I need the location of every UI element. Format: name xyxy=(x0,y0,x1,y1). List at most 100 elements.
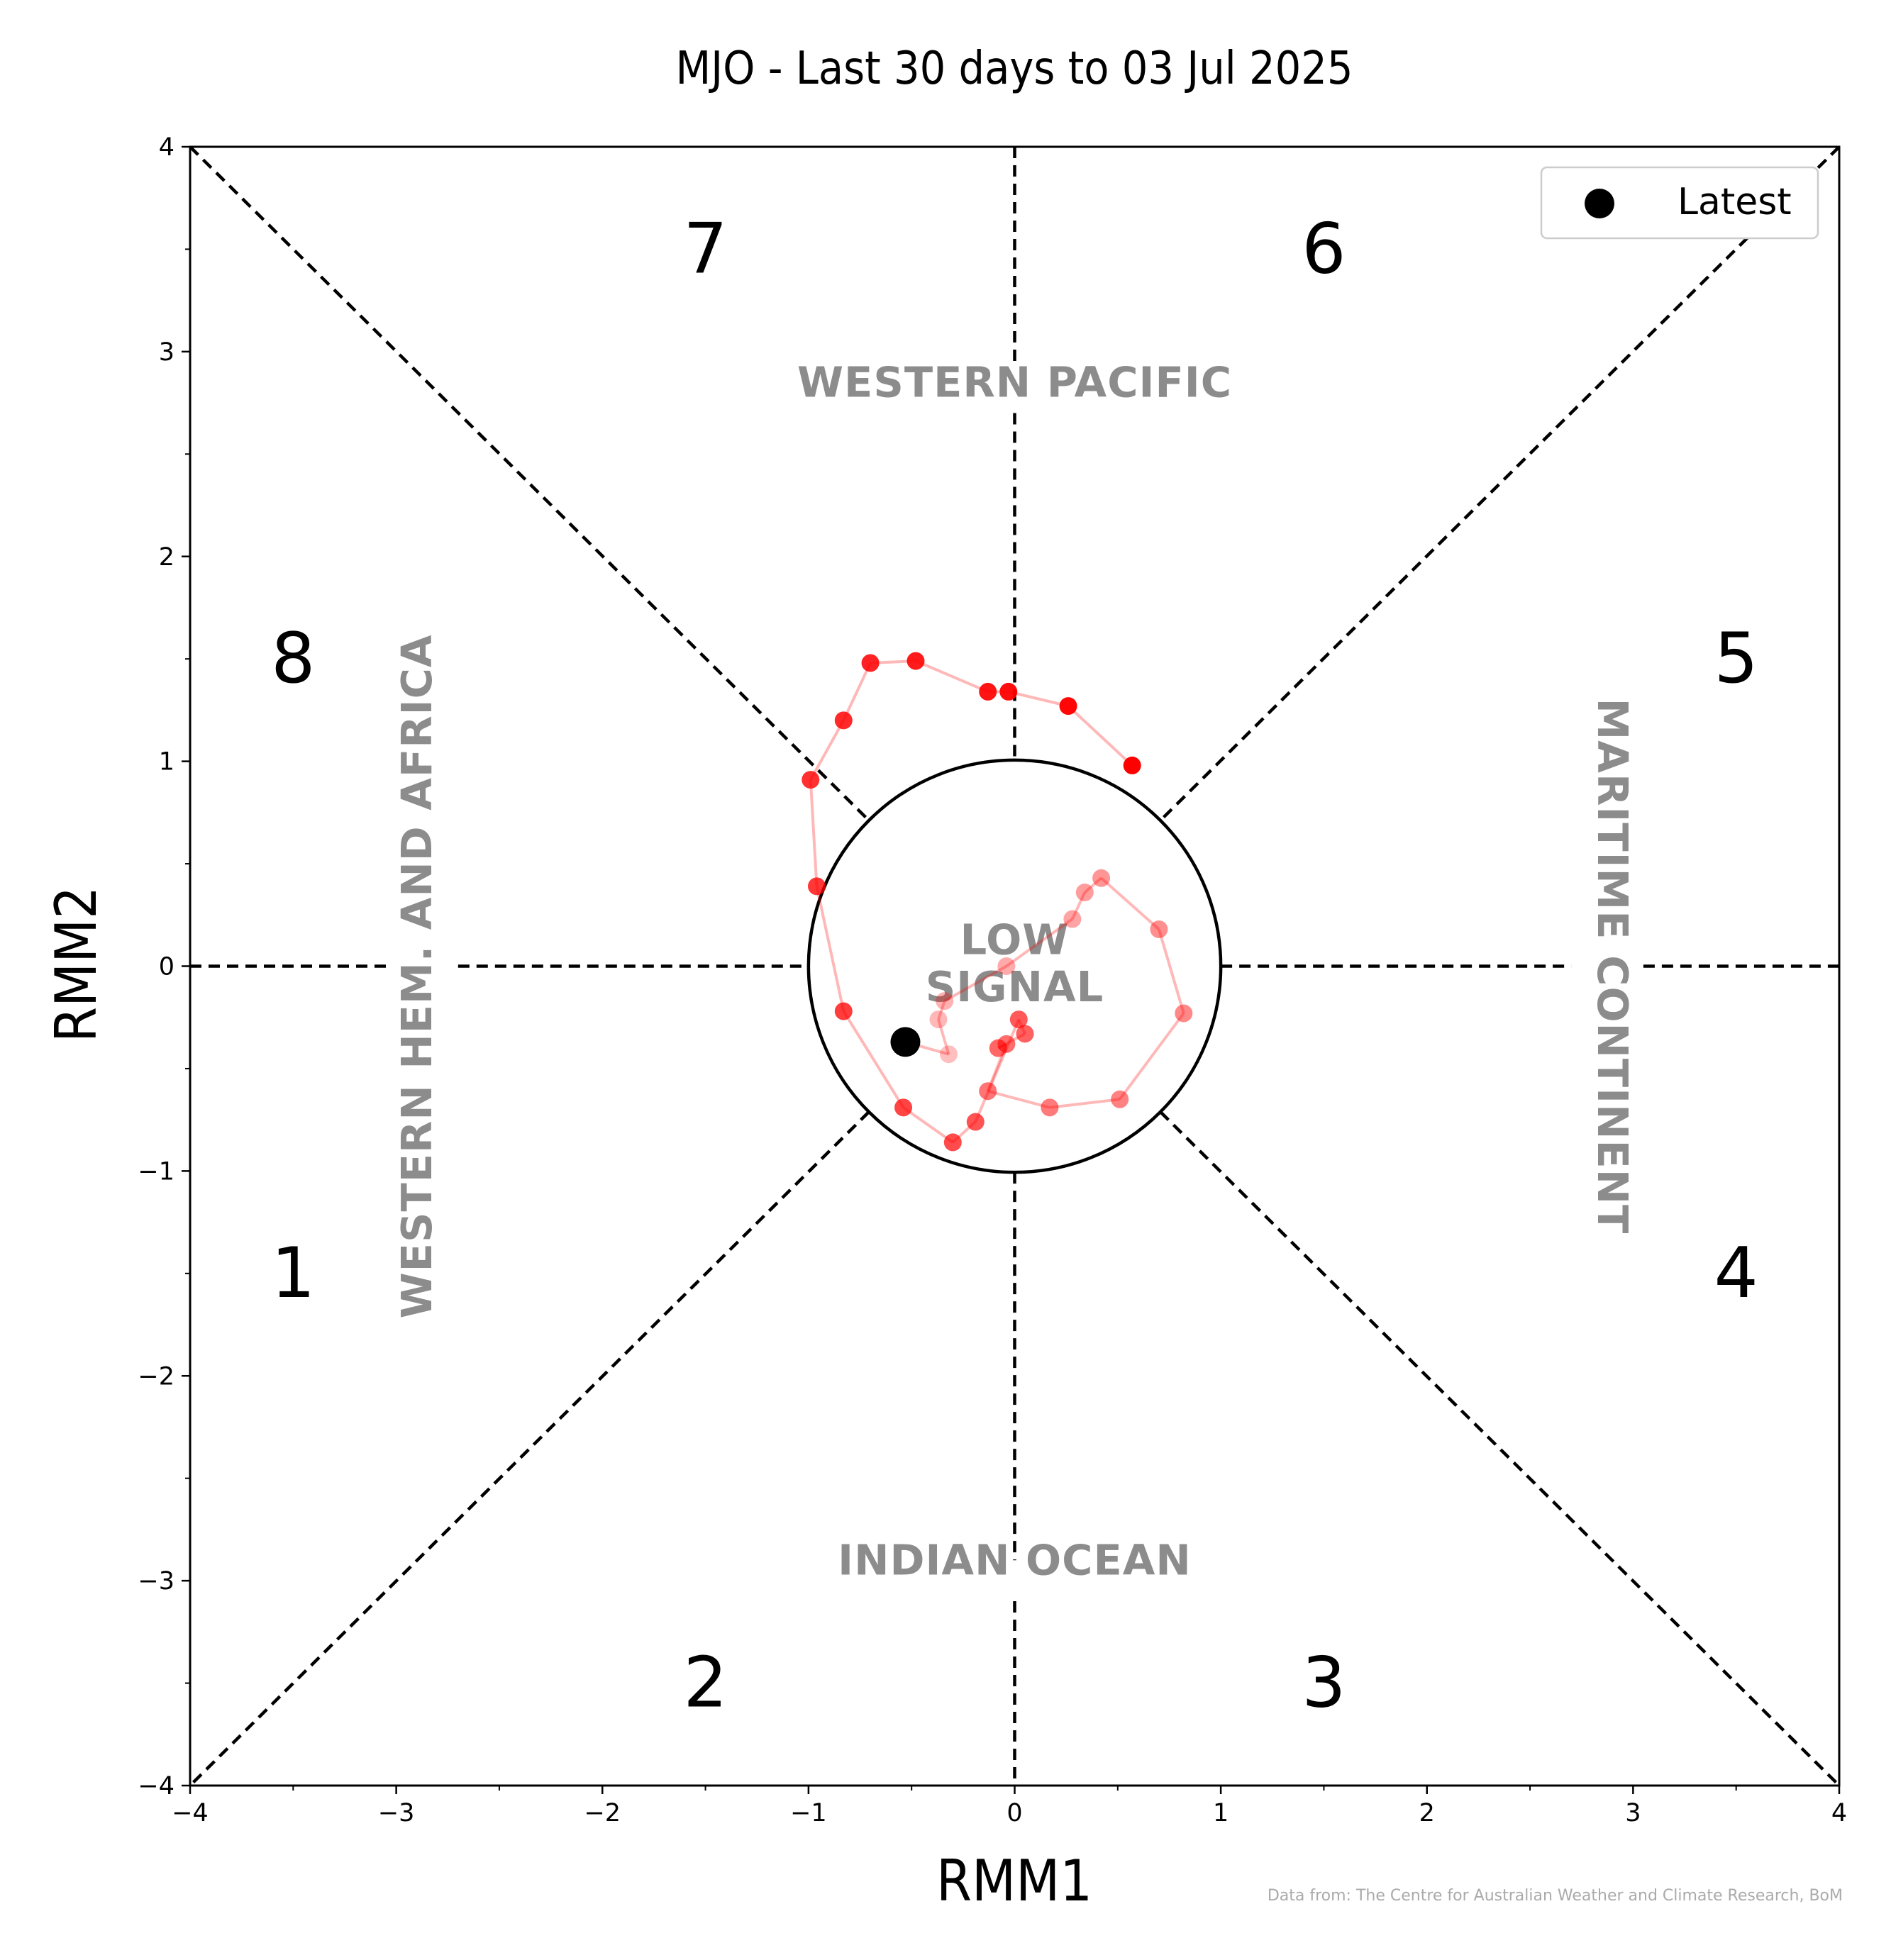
y-tick-label: −2 xyxy=(138,1362,174,1391)
data-point xyxy=(999,682,1018,701)
data-point xyxy=(966,1113,985,1131)
data-point xyxy=(834,1002,853,1020)
trajectory-segment xyxy=(1005,918,1074,968)
data-point xyxy=(1111,1090,1129,1108)
data-point xyxy=(906,652,925,670)
x-tick-label: 1 xyxy=(1213,1799,1229,1827)
trajectory-segment xyxy=(1008,690,1069,708)
phase-label-5: 5 xyxy=(1714,618,1758,699)
phase-label-4: 4 xyxy=(1714,1233,1758,1314)
data-point xyxy=(1016,1025,1034,1043)
phase-label-1: 1 xyxy=(271,1233,315,1314)
data-point xyxy=(997,957,1016,975)
data-point xyxy=(989,1039,1007,1057)
data-point xyxy=(808,877,826,896)
y-tick-label: 4 xyxy=(159,133,174,162)
axes: −4 −3 −2 −1 0 1 2 3 4 −4 −3 −2 −1 0 1 2 3 4 xyxy=(138,133,1847,1827)
legend: Latest xyxy=(1540,166,1819,240)
latest-point xyxy=(890,1027,921,1057)
region-label-bottom: INDIAN OCEAN xyxy=(838,1536,1192,1585)
region-label-left: WESTERN HEM. AND AFRICA xyxy=(392,634,441,1318)
y-axis-label: RMM2 xyxy=(43,886,109,1042)
trajectory-segment xyxy=(937,1000,946,1020)
region-label-center: SIGNAL xyxy=(926,962,1104,1011)
trajectory-segment xyxy=(1083,876,1102,894)
data-point xyxy=(979,682,997,701)
x-tick-label: −1 xyxy=(790,1799,827,1827)
legend-marker xyxy=(1585,189,1614,218)
data-point xyxy=(1150,920,1168,939)
data-point xyxy=(1059,697,1077,715)
x-tick-label: −2 xyxy=(584,1799,621,1827)
chart-title: MJO - Last 30 days to 03 Jul 2025 xyxy=(675,43,1353,95)
y-tick-label: −3 xyxy=(138,1567,174,1596)
low-signal-circle xyxy=(806,758,1223,1174)
trajectory-segment xyxy=(815,886,845,1012)
region-label-top: WESTERN PACIFIC xyxy=(797,358,1232,407)
data-point xyxy=(929,1010,948,1029)
phase-label-7: 7 xyxy=(683,208,727,289)
trajectory-segment xyxy=(915,659,989,694)
data-point xyxy=(861,654,880,672)
trajectory-segment xyxy=(842,662,872,721)
data-point xyxy=(1041,1098,1059,1117)
phase-label-6: 6 xyxy=(1302,208,1346,289)
phase-label-3: 3 xyxy=(1302,1643,1346,1724)
data-point xyxy=(1009,1010,1028,1029)
data-point xyxy=(894,1098,913,1117)
region-labels: WESTERN PACIFIC INDIAN OCEAN WESTERN HEM. … xyxy=(392,358,1637,1585)
data-point xyxy=(1175,1004,1193,1023)
x-axis-label: RMM1 xyxy=(936,1848,1092,1914)
diagonal-guide xyxy=(1159,1110,1841,1787)
legend-label: Latest xyxy=(1678,181,1792,223)
diagonal-guide xyxy=(1159,145,1841,822)
y-tick-label: −4 xyxy=(138,1772,174,1800)
data-point xyxy=(979,1082,997,1101)
phase-labels: 1 2 3 4 5 6 7 8 xyxy=(271,208,1758,1723)
trajectory-segment xyxy=(1067,705,1133,767)
data-point xyxy=(1123,756,1141,774)
x-tick-label: 3 xyxy=(1625,1799,1641,1827)
data-point xyxy=(943,1133,962,1152)
source-note: Data from: The Centre for Australian Wea… xyxy=(1268,1887,1843,1905)
diagonal-guide xyxy=(189,1110,870,1787)
y-tick-label: 1 xyxy=(159,748,174,776)
x-tick-label: 4 xyxy=(1831,1799,1847,1827)
trajectory-segment xyxy=(974,1018,1021,1123)
trajectory-segment xyxy=(842,1010,905,1108)
trajectory xyxy=(802,652,1193,1152)
data-point xyxy=(834,711,853,730)
trajectory-segment xyxy=(1119,1012,1185,1101)
y-tick-label: 0 xyxy=(159,953,174,981)
trajectory-segment xyxy=(902,1106,954,1144)
phase-label-8: 8 xyxy=(271,618,315,699)
data-point xyxy=(802,771,820,789)
phase-label-2: 2 xyxy=(683,1643,727,1724)
y-tick-label: 2 xyxy=(159,543,174,572)
x-tick-label: −3 xyxy=(378,1799,415,1827)
y-tick-label: 3 xyxy=(159,338,174,367)
data-point xyxy=(1075,884,1094,902)
data-point xyxy=(936,992,954,1010)
trajectory-segment xyxy=(1158,928,1185,1014)
trajectory-segment xyxy=(987,1089,1050,1109)
data-point xyxy=(1092,869,1111,887)
phase-guides xyxy=(189,145,1841,1787)
trajectory-segment xyxy=(1049,1098,1120,1109)
trajectory-segment xyxy=(943,964,1007,1003)
region-label-center: LOW xyxy=(960,915,1070,964)
trajectory-segment xyxy=(809,719,845,781)
trajectory-segment xyxy=(937,1019,950,1055)
legend-box xyxy=(1540,166,1819,240)
trajectory-segment xyxy=(1100,876,1160,930)
x-tick-label: 2 xyxy=(1419,1799,1435,1827)
x-tick-label: 0 xyxy=(1006,1799,1022,1827)
data-point xyxy=(940,1045,958,1064)
y-tick-label: −1 xyxy=(138,1157,174,1186)
region-label-right: MARITIME CONTINENT xyxy=(1588,698,1637,1235)
data-point xyxy=(1063,910,1082,928)
trajectory-segment xyxy=(1071,891,1087,920)
diagonal-guide xyxy=(189,145,870,822)
trajectory-segment xyxy=(809,779,819,886)
